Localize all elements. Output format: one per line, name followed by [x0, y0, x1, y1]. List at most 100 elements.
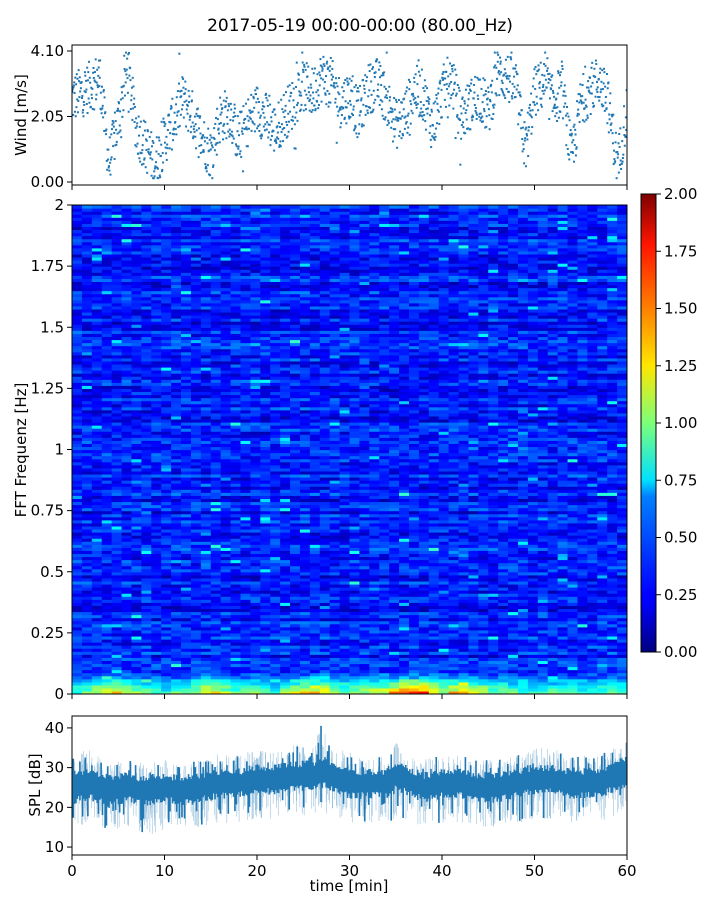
spectrogram-cell	[468, 669, 479, 674]
spectrogram-cell	[458, 590, 470, 594]
spectrogram-cell	[161, 556, 172, 561]
spectrogram-cell	[210, 590, 222, 594]
wind-point	[499, 60, 502, 63]
wind-point	[157, 153, 160, 156]
spectrogram-cell	[190, 645, 202, 649]
spectrogram-cell	[81, 504, 93, 509]
spectrogram-cell	[438, 651, 450, 655]
spectrogram-cell	[537, 550, 549, 555]
wind-point	[97, 66, 100, 69]
spectrogram-cell	[488, 666, 499, 671]
spectrogram-cell	[468, 590, 479, 594]
spectrogram-cell	[260, 522, 271, 527]
wind-point	[615, 177, 618, 180]
spectrogram-cell	[161, 614, 172, 619]
spectrogram-cell	[408, 541, 420, 545]
spectrogram-cell	[508, 550, 519, 555]
spectrogram-cell	[181, 568, 192, 573]
wind-point	[221, 107, 224, 110]
spectrogram-cell	[547, 568, 559, 573]
spectrogram-cell	[418, 651, 430, 655]
spectrogram-cell	[210, 648, 222, 652]
spectrogram-cell	[280, 547, 291, 551]
spectrogram-cell	[369, 666, 380, 671]
spectrogram-cell	[527, 687, 539, 692]
spectrogram-cell	[448, 681, 460, 686]
spectrogram-cell	[181, 623, 192, 628]
spectrogram-cell	[131, 642, 142, 646]
spectrogram-cell	[557, 614, 569, 619]
spectrogram-cell	[587, 629, 598, 634]
spectrogram-cell	[260, 538, 271, 542]
wind-point	[387, 119, 390, 122]
spectrogram-cell	[171, 550, 182, 555]
spectrogram-cell	[81, 684, 93, 689]
wind-point	[364, 74, 367, 77]
spectrogram-cell	[141, 687, 152, 692]
spectrogram-cell	[72, 522, 83, 527]
spectrogram-cell	[171, 623, 182, 628]
spectrogram-cell	[458, 556, 470, 561]
wind-point	[436, 122, 439, 125]
spectrogram-cell	[379, 559, 390, 564]
spectrogram-cell	[72, 593, 83, 597]
spectrogram-cell	[299, 559, 311, 564]
spectrogram-cell	[557, 535, 569, 539]
spectrogram-cell	[607, 663, 618, 668]
wind-point	[127, 110, 130, 113]
spectrogram-cell	[72, 617, 83, 622]
spectrogram-cell	[230, 648, 242, 652]
spectrogram-cell	[389, 577, 400, 582]
spectrogram-cell	[349, 593, 361, 597]
spectrogram-cell	[498, 608, 509, 613]
spectrogram-cell	[309, 608, 321, 613]
spectrogram-cell	[111, 684, 123, 689]
spectrogram-cell	[299, 663, 311, 668]
spectrogram-cell	[220, 690, 232, 694]
spectrogram-cell	[587, 626, 598, 631]
spectrogram-cell	[91, 507, 103, 512]
wind-point	[206, 164, 209, 167]
spectrogram-cell	[91, 608, 103, 613]
spectrogram-cell	[280, 528, 291, 533]
spectrogram-cell	[111, 590, 123, 594]
wind-point	[155, 161, 158, 164]
spectrogram-cell	[408, 599, 420, 603]
spectrogram-cell	[181, 611, 192, 616]
spectrogram-cell	[399, 684, 410, 689]
wind-point	[498, 94, 501, 97]
wind-point	[197, 156, 200, 159]
spectrogram-cell	[617, 672, 627, 677]
spectrogram-cell	[508, 541, 519, 545]
spectrogram-cell	[418, 538, 430, 542]
spectrogram-cell	[220, 651, 232, 655]
spectrogram-cell	[607, 565, 618, 570]
spectrogram-cell	[567, 635, 579, 640]
spectrogram-cell	[309, 666, 321, 671]
spectrogram-cell	[299, 638, 311, 643]
wind-point	[282, 94, 285, 97]
spectrogram-cell	[250, 645, 261, 649]
spectrogram-cell	[299, 522, 311, 527]
spectrogram-cell	[319, 587, 331, 591]
spectrogram-cell	[72, 587, 83, 591]
spectrogram-cell	[597, 605, 608, 610]
wind-point	[144, 121, 147, 124]
wind-point	[407, 78, 410, 81]
spectrogram-cell	[171, 562, 182, 567]
spectrogram-cell	[478, 559, 489, 564]
spectrogram-cell	[230, 532, 242, 536]
spectrogram-cell	[240, 681, 251, 686]
spectrogram-cell	[151, 541, 162, 545]
wind-point	[150, 145, 153, 148]
spectrogram-cell	[280, 544, 291, 548]
spectrogram-cell	[607, 690, 618, 694]
wind-point	[234, 115, 237, 118]
spectrogram-cell	[587, 562, 598, 567]
spectrogram-cell	[200, 516, 212, 521]
spectrogram-cell	[607, 642, 618, 646]
spectrogram-cell	[220, 596, 232, 600]
spectrogram-cell	[329, 590, 341, 594]
spectrogram-cell	[349, 666, 361, 671]
spectrogram-cell	[617, 626, 627, 631]
